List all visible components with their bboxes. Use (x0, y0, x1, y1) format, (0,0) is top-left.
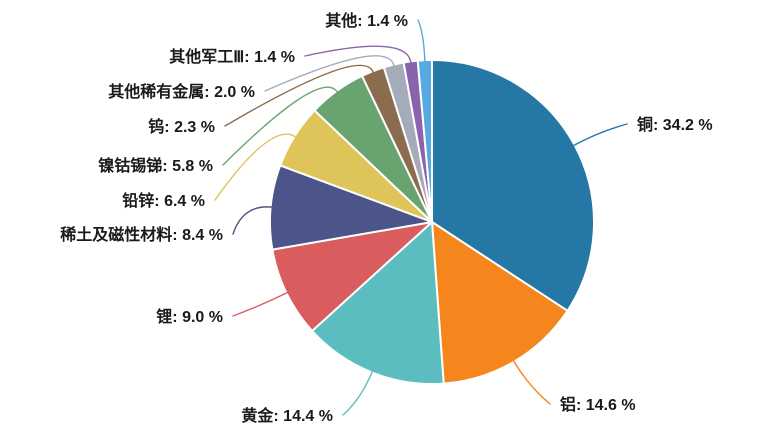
leader-line-lead-zinc (214, 133, 297, 201)
leader-line-tungsten (224, 64, 374, 127)
slice-label-tungsten: 钨: 2.3 % (148, 117, 215, 136)
slice-label-other: 其他: 1.4 % (325, 11, 408, 30)
slice-label-copper: 铜: 34.2 % (637, 115, 713, 134)
slice-label-other-military-iii: 其他军工Ⅲ: 1.4 % (169, 47, 295, 66)
slice-label-lithium: 锂: 9.0 % (156, 307, 223, 326)
slice-label-gold: 黄金: 14.4 % (241, 406, 333, 425)
leader-line-aluminum (512, 360, 551, 405)
leader-line-other (417, 19, 426, 62)
leader-line-rare-earth-magnetic (232, 206, 273, 235)
leader-line-copper (572, 123, 628, 147)
slice-label-other-rare-metals: 其他稀有金属: 2.0 % (108, 82, 255, 101)
leader-line-other-military-iii (304, 45, 412, 64)
leader-line-other-rare-metals (264, 55, 395, 92)
slice-label-lead-zinc: 铅锌: 6.4 % (122, 191, 205, 210)
leader-line-lithium (232, 291, 289, 317)
leader-line-gold (342, 370, 373, 416)
slice-labels-group: 铜: 34.2 % 铝: 14.6 % 黄金: 14.4 % 锂: 9.0 % 稀土及磁… (60, 11, 712, 425)
leader-lines-group (214, 19, 628, 416)
leader-line-nickel-cobalt-tin-antimony (222, 86, 338, 166)
slice-label-rare-earth-magnetic: 稀土及磁性材料: 8.4 % (60, 225, 223, 244)
pie-slices-group (268, 59, 595, 385)
slice-label-nickel-cobalt-tin-antimony: 镍钴锡锑: 5.8 % (98, 156, 213, 175)
slice-label-aluminum: 铝: 14.6 % (560, 395, 636, 414)
